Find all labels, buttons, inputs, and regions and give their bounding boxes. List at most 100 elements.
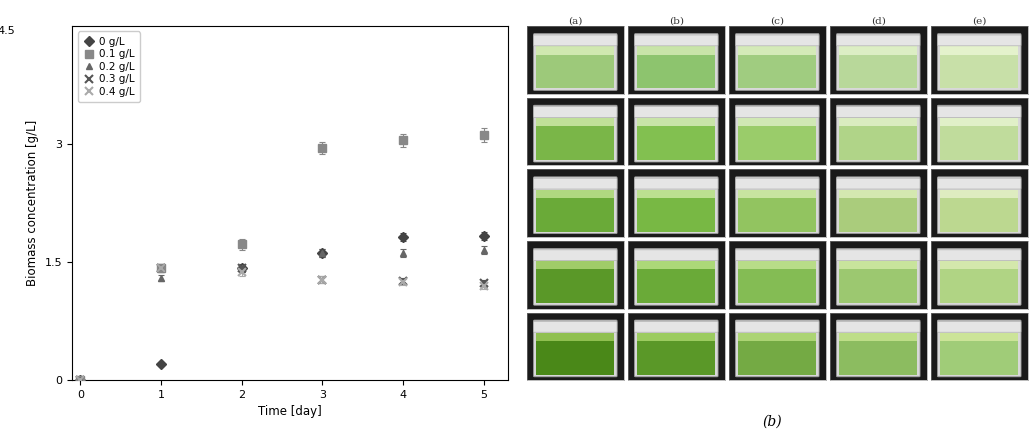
FancyBboxPatch shape (534, 178, 617, 189)
Bar (739, 51, 816, 88)
FancyBboxPatch shape (837, 322, 920, 332)
Bar (940, 338, 1019, 375)
FancyBboxPatch shape (837, 178, 920, 189)
FancyBboxPatch shape (534, 320, 617, 377)
FancyBboxPatch shape (534, 107, 617, 118)
Bar (536, 261, 615, 269)
FancyBboxPatch shape (534, 250, 617, 260)
FancyBboxPatch shape (938, 320, 1021, 377)
FancyBboxPatch shape (938, 322, 1021, 332)
FancyBboxPatch shape (634, 249, 718, 305)
Bar (940, 333, 1019, 341)
FancyBboxPatch shape (735, 105, 819, 162)
FancyBboxPatch shape (735, 107, 819, 118)
FancyBboxPatch shape (634, 34, 718, 90)
Title: (c): (c) (771, 17, 784, 25)
Bar (637, 123, 715, 160)
Bar (739, 46, 816, 55)
Bar (940, 118, 1019, 126)
Text: 4.5: 4.5 (0, 26, 15, 36)
FancyBboxPatch shape (735, 178, 819, 189)
Bar (536, 333, 615, 341)
Bar (637, 190, 715, 198)
Bar (940, 46, 1019, 55)
Bar (840, 190, 917, 198)
FancyBboxPatch shape (837, 107, 920, 118)
Bar (637, 194, 715, 232)
FancyBboxPatch shape (534, 105, 617, 162)
Bar (536, 51, 615, 88)
FancyBboxPatch shape (938, 34, 1021, 90)
FancyBboxPatch shape (735, 250, 819, 260)
Legend: 0 g/L, 0.1 g/L, 0.2 g/L, 0.3 g/L, 0.4 g/L: 0 g/L, 0.1 g/L, 0.2 g/L, 0.3 g/L, 0.4 g/… (77, 31, 140, 102)
FancyBboxPatch shape (735, 320, 819, 377)
FancyBboxPatch shape (938, 177, 1021, 234)
Bar (840, 194, 917, 232)
Title: (e): (e) (972, 17, 987, 25)
FancyBboxPatch shape (938, 35, 1021, 46)
FancyBboxPatch shape (534, 249, 617, 305)
Bar (940, 123, 1019, 160)
Bar (840, 266, 917, 303)
Bar (637, 46, 715, 55)
FancyBboxPatch shape (938, 249, 1021, 305)
Bar (637, 333, 715, 341)
FancyBboxPatch shape (735, 249, 819, 305)
FancyBboxPatch shape (534, 177, 617, 234)
Bar (840, 123, 917, 160)
Bar (536, 123, 615, 160)
Bar (536, 190, 615, 198)
Bar (840, 261, 917, 269)
Bar (536, 118, 615, 126)
Bar (840, 338, 917, 375)
Bar (739, 194, 816, 232)
Bar (840, 333, 917, 341)
Bar (739, 266, 816, 303)
Y-axis label: Biomass concentration [g/L]: Biomass concentration [g/L] (27, 120, 39, 286)
FancyBboxPatch shape (634, 35, 718, 46)
FancyBboxPatch shape (534, 322, 617, 332)
Bar (739, 118, 816, 126)
Bar (637, 338, 715, 375)
Title: (d): (d) (871, 17, 885, 25)
Text: (b): (b) (763, 415, 782, 429)
Bar (536, 46, 615, 55)
Bar (637, 118, 715, 126)
FancyBboxPatch shape (938, 105, 1021, 162)
FancyBboxPatch shape (938, 107, 1021, 118)
Title: (a): (a) (568, 17, 583, 25)
FancyBboxPatch shape (938, 178, 1021, 189)
FancyBboxPatch shape (634, 177, 718, 234)
FancyBboxPatch shape (837, 249, 920, 305)
Bar (536, 266, 615, 303)
Bar (739, 338, 816, 375)
Bar (739, 190, 816, 198)
Bar (940, 194, 1019, 232)
FancyBboxPatch shape (735, 322, 819, 332)
FancyBboxPatch shape (938, 250, 1021, 260)
Title: (b): (b) (668, 17, 684, 25)
Bar (536, 194, 615, 232)
X-axis label: Time [day]: Time [day] (258, 406, 322, 419)
FancyBboxPatch shape (837, 105, 920, 162)
FancyBboxPatch shape (634, 320, 718, 377)
Bar (940, 190, 1019, 198)
Bar (536, 338, 615, 375)
FancyBboxPatch shape (534, 35, 617, 46)
Bar (940, 51, 1019, 88)
Bar (940, 261, 1019, 269)
Bar (840, 46, 917, 55)
FancyBboxPatch shape (634, 178, 718, 189)
FancyBboxPatch shape (837, 35, 920, 46)
Bar (739, 261, 816, 269)
FancyBboxPatch shape (634, 107, 718, 118)
FancyBboxPatch shape (634, 250, 718, 260)
FancyBboxPatch shape (634, 105, 718, 162)
Bar (637, 266, 715, 303)
FancyBboxPatch shape (837, 250, 920, 260)
FancyBboxPatch shape (735, 34, 819, 90)
Bar (739, 333, 816, 341)
FancyBboxPatch shape (837, 320, 920, 377)
FancyBboxPatch shape (634, 322, 718, 332)
FancyBboxPatch shape (837, 177, 920, 234)
